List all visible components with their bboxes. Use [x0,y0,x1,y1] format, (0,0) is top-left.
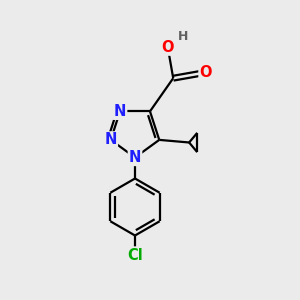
Text: N: N [114,104,126,119]
Text: N: N [129,150,141,165]
Text: Cl: Cl [127,248,143,262]
Text: H: H [178,30,188,43]
Text: O: O [161,40,174,55]
Text: N: N [105,132,117,147]
Text: O: O [200,65,212,80]
